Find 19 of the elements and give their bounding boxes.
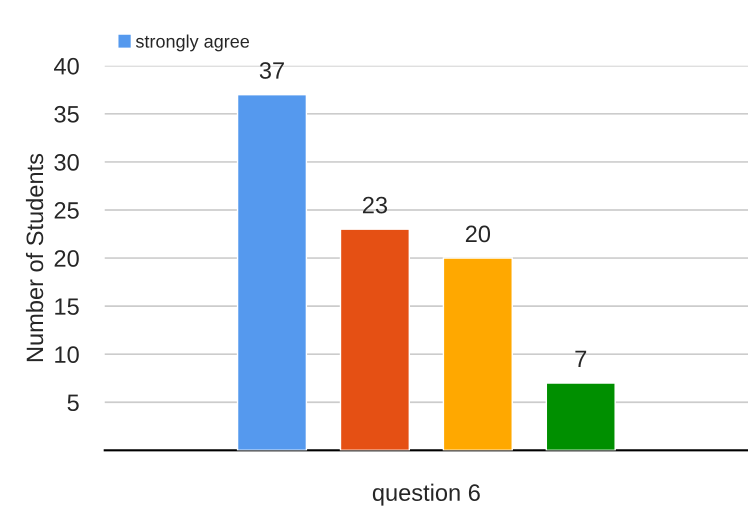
bar [546, 382, 616, 450]
data-label: 23 [362, 196, 387, 214]
bar [442, 257, 513, 450]
y-tick-label: 15 [55, 298, 79, 315]
y-tick-label: 20 [54, 250, 79, 267]
legend-label: strongly agree [136, 34, 250, 52]
bar [236, 94, 308, 450]
data-label: 7 [575, 350, 586, 368]
y-tick-label: 25 [54, 202, 79, 219]
y-tick-label: 30 [54, 154, 79, 171]
x-tick-label: question 6 [372, 484, 480, 506]
data-label: 20 [466, 226, 490, 242]
y-tick-label: 10 [55, 346, 79, 363]
y-tick-label: 35 [54, 106, 79, 123]
data-label: 37 [260, 62, 284, 79]
y-axis-title: Number of Students [26, 154, 44, 362]
bar [340, 228, 410, 450]
y-tick-label: 40 [54, 58, 79, 75]
y-tick-label: 5 [68, 394, 79, 412]
